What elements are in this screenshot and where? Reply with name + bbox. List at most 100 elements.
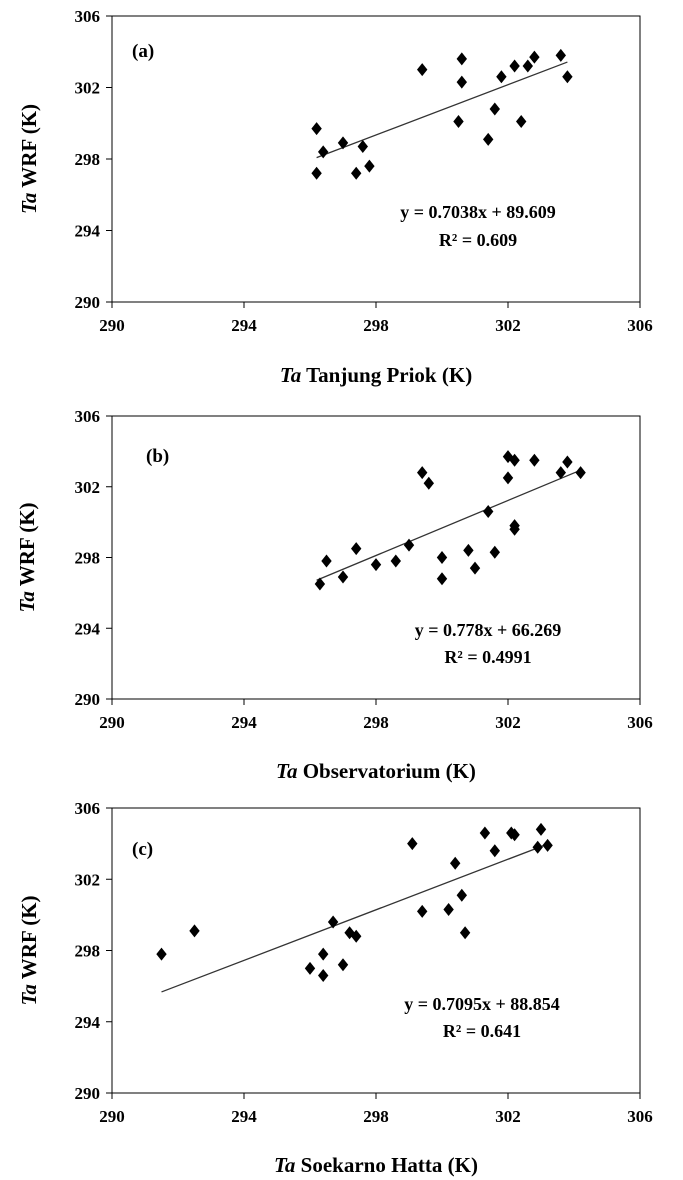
data-point-diamond <box>304 961 316 975</box>
data-point-diamond <box>364 159 375 173</box>
x-tick-label: 298 <box>363 1107 389 1126</box>
data-point-diamond <box>529 453 540 467</box>
data-point-diamond <box>417 466 428 480</box>
data-point-diamond <box>156 947 167 961</box>
y-axis-label: Ta WRF (K) <box>17 895 41 1005</box>
data-point-diamond <box>407 837 418 851</box>
y-tick-label: 298 <box>75 549 101 568</box>
x-tick-label: 302 <box>495 1107 521 1126</box>
trendline <box>316 61 568 159</box>
data-point-diamond <box>311 166 322 180</box>
data-point-diamond <box>318 145 329 159</box>
r-squared-label: R² = 0.4991 <box>444 647 531 667</box>
data-point-diamond <box>483 132 494 146</box>
x-tick-label: 294 <box>231 713 257 732</box>
plot-area-frame <box>111 807 641 1094</box>
data-point-diamond <box>417 63 428 77</box>
data-point-diamond <box>483 505 494 519</box>
y-axis-label: Ta WRF (K) <box>15 502 39 612</box>
data-point-diamond <box>529 50 540 64</box>
data-point-diamond <box>357 139 368 153</box>
trendline <box>161 843 548 993</box>
x-axis-label: Ta Tanjung Priok (K) <box>280 363 472 387</box>
panel-label: (a) <box>132 41 154 62</box>
panel-label: (b) <box>146 446 169 467</box>
y-tick-label: 294 <box>75 1013 101 1032</box>
data-point-diamond <box>489 844 500 858</box>
data-point-diamond <box>509 59 520 73</box>
data-point-diamond <box>522 59 533 73</box>
x-axis-label-italic: Ta <box>274 1153 295 1177</box>
r-squared-label: R² = 0.641 <box>443 1021 521 1041</box>
data-point-diamond <box>337 570 349 584</box>
y-tick-label: 306 <box>75 799 101 818</box>
x-tick-label: 294 <box>231 1107 257 1126</box>
data-point-diamond <box>496 70 507 84</box>
regression-equation: y = 0.7038x + 89.609 <box>400 202 556 222</box>
x-tick-label: 298 <box>363 316 389 335</box>
data-point-diamond <box>370 558 382 572</box>
y-tick-label: 306 <box>75 7 101 26</box>
y-tick-label: 294 <box>75 619 101 638</box>
data-point-diamond <box>456 888 467 902</box>
x-tick-label: 306 <box>627 316 653 335</box>
data-point-diamond <box>453 114 464 128</box>
panel-label: (c) <box>132 839 153 860</box>
data-point-diamond <box>318 947 329 961</box>
data-point-diamond <box>337 136 349 150</box>
data-point-diamond <box>351 542 362 556</box>
y-axis-label-text: WRF (K) <box>17 895 41 979</box>
data-point-diamond <box>403 538 415 552</box>
x-axis-label-italic: Ta <box>276 759 297 783</box>
data-point-diamond <box>489 102 500 116</box>
y-axis-label-italic: Ta <box>17 193 41 214</box>
x-axis-label-text: Observatorium (K) <box>303 759 476 783</box>
x-tick-label: 306 <box>627 1107 653 1126</box>
x-tick-label: 294 <box>231 316 257 335</box>
data-point-diamond <box>575 466 586 480</box>
data-point-diamond <box>555 48 566 62</box>
x-tick-label: 290 <box>99 316 125 335</box>
x-tick-label: 302 <box>495 713 521 732</box>
x-tick-label: 306 <box>627 713 653 732</box>
data-point-diamond <box>532 840 543 854</box>
plot-area-frame <box>111 415 641 700</box>
x-axis-label-italic: Ta <box>280 363 301 387</box>
data-point-diamond <box>337 958 349 972</box>
data-point-diamond <box>535 822 547 836</box>
x-tick-label: 298 <box>363 713 389 732</box>
regression-equation: y = 0.7095x + 88.854 <box>404 994 560 1014</box>
y-axis-label: Ta WRF (K) <box>17 104 41 214</box>
y-axis-label-italic: Ta <box>17 984 41 1005</box>
y-axis-label-text: WRF (K) <box>17 104 41 188</box>
data-point-diamond <box>542 838 553 852</box>
r-squared-label: R² = 0.609 <box>439 230 517 250</box>
y-tick-label: 298 <box>75 150 101 169</box>
data-point-diamond <box>450 856 461 870</box>
data-point-diamond <box>321 554 332 568</box>
data-point-diamond <box>555 466 566 480</box>
y-tick-label: 298 <box>75 942 101 961</box>
data-point-diamond <box>318 968 329 982</box>
y-tick-label: 302 <box>75 79 101 98</box>
data-point-diamond <box>436 572 448 586</box>
x-axis-label-text: Soekarno Hatta (K) <box>301 1153 478 1177</box>
y-tick-label: 290 <box>75 293 101 312</box>
y-tick-label: 302 <box>75 870 101 889</box>
data-point-diamond <box>417 904 428 918</box>
x-axis-label: Ta Observatorium (K) <box>276 759 476 783</box>
data-point-diamond <box>562 455 573 469</box>
data-point-diamond <box>509 522 520 536</box>
regression-equation: y = 0.778x + 66.269 <box>415 620 562 640</box>
x-axis-label-text: Tanjung Priok (K) <box>306 363 472 387</box>
data-point-diamond <box>516 114 527 128</box>
data-point-diamond <box>489 545 500 559</box>
x-tick-label: 302 <box>495 316 521 335</box>
data-point-diamond <box>562 70 573 84</box>
y-tick-label: 302 <box>75 478 101 497</box>
y-tick-label: 290 <box>75 1084 101 1103</box>
chart-panel-c: 290 294 298 302 306 290 294 298 302 306 Ta Soekarn… <box>17 799 653 1177</box>
data-point-diamond <box>469 561 481 575</box>
x-tick-label: 290 <box>99 1107 125 1126</box>
